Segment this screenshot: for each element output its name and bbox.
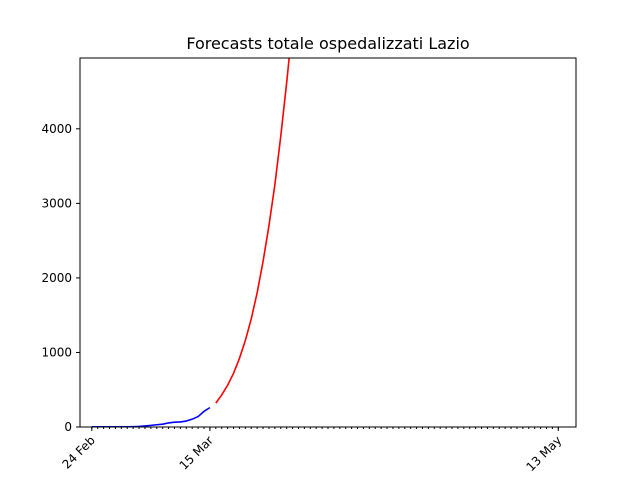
- plot-frame: [79, 57, 577, 428]
- chart-title: Forecasts totale ospedalizzati Lazio: [186, 34, 469, 53]
- y-tick-label: 2000: [41, 271, 72, 285]
- series-line-2: [215, 58, 290, 404]
- y-tick-label: 0: [64, 420, 72, 434]
- y-tick-label: 3000: [41, 196, 72, 210]
- y-tick-label: 1000: [41, 345, 72, 359]
- y-axis: 0 1000 2000 3000 4000: [41, 122, 80, 434]
- y-tick-label: 4000: [41, 122, 72, 136]
